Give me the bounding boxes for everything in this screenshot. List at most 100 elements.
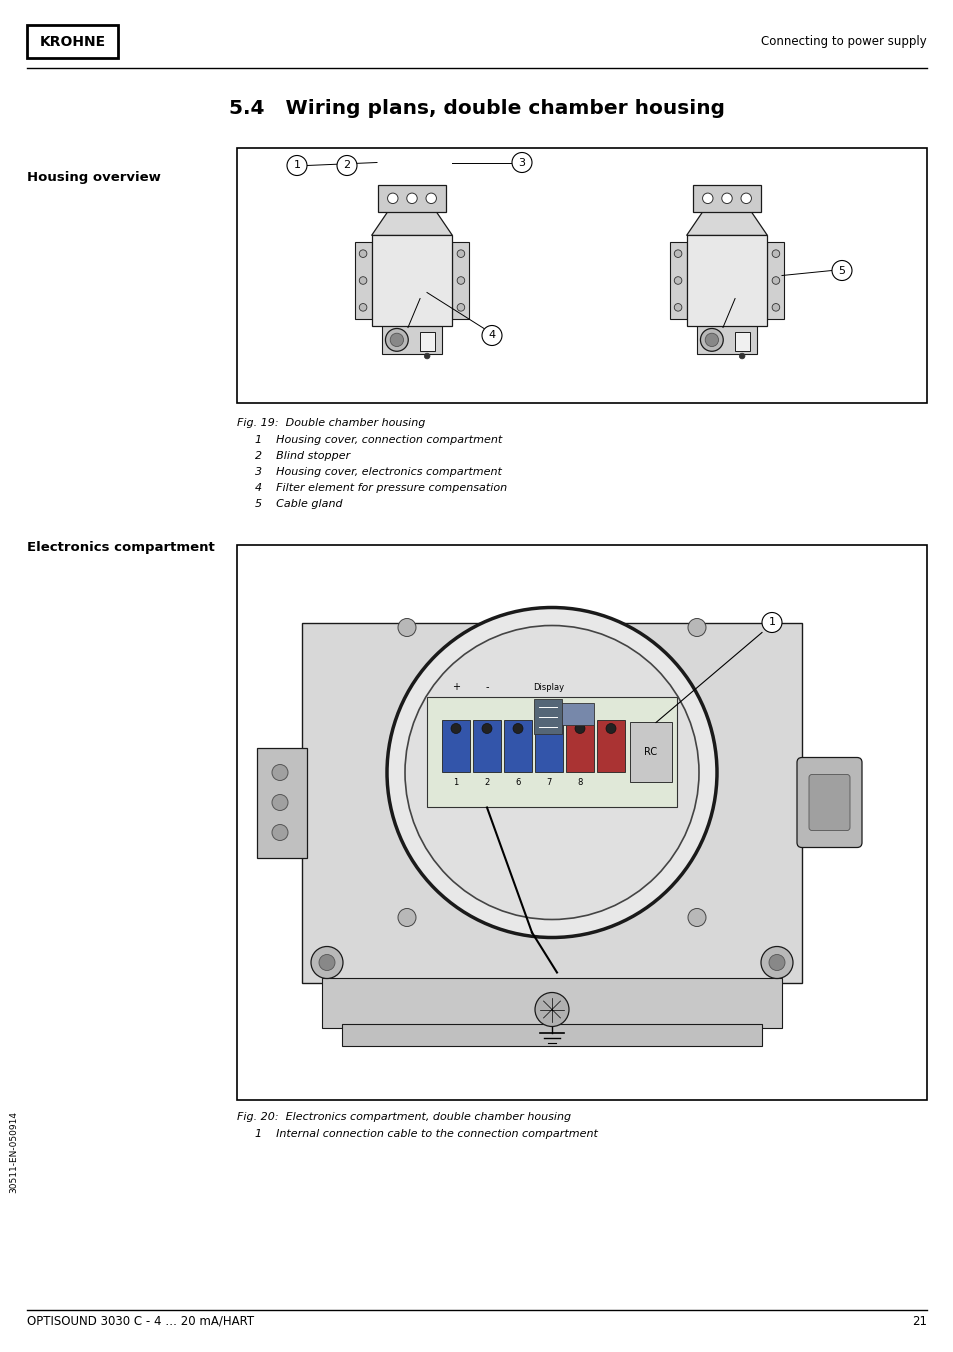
Circle shape: [318, 955, 335, 971]
Bar: [535, 703, 594, 726]
Circle shape: [831, 261, 851, 280]
Circle shape: [272, 825, 288, 841]
Circle shape: [481, 326, 501, 346]
Circle shape: [704, 333, 718, 346]
Circle shape: [687, 909, 705, 926]
Text: Fig. 20:  Electronics compartment, double chamber housing: Fig. 20: Electronics compartment, double…: [236, 1111, 571, 1122]
Circle shape: [721, 193, 732, 204]
Text: 5    Cable gland: 5 Cable gland: [254, 499, 342, 508]
Text: 2    Blind stopper: 2 Blind stopper: [254, 452, 350, 461]
Circle shape: [481, 723, 492, 734]
Circle shape: [700, 329, 722, 352]
Bar: [372, 235, 452, 326]
Text: Connecting to power supply: Connecting to power supply: [760, 35, 926, 49]
Circle shape: [687, 618, 705, 637]
Bar: [355, 242, 372, 319]
Circle shape: [387, 607, 717, 937]
Text: 2: 2: [343, 161, 350, 170]
Text: 3: 3: [518, 157, 525, 168]
Bar: [341, 1023, 761, 1045]
Circle shape: [359, 304, 367, 311]
Text: 30511-EN-050914: 30511-EN-050914: [10, 1111, 18, 1192]
Bar: [534, 699, 561, 734]
Circle shape: [456, 277, 464, 284]
Circle shape: [311, 946, 343, 979]
Bar: [427, 698, 677, 807]
Circle shape: [701, 193, 712, 204]
FancyBboxPatch shape: [808, 775, 849, 830]
Circle shape: [512, 153, 532, 173]
Circle shape: [359, 250, 367, 257]
Text: 1    Internal connection cable to the connection compartment: 1 Internal connection cable to the conne…: [254, 1129, 598, 1138]
Bar: [473, 721, 500, 772]
Circle shape: [605, 723, 616, 734]
Bar: [452, 242, 469, 319]
Text: KROHNE: KROHNE: [39, 35, 106, 49]
Circle shape: [768, 955, 784, 971]
Text: 1: 1: [294, 161, 300, 170]
Circle shape: [535, 992, 568, 1026]
Text: 2: 2: [484, 777, 489, 787]
Text: Housing overview: Housing overview: [27, 172, 161, 184]
Circle shape: [405, 626, 699, 919]
Circle shape: [336, 155, 356, 176]
Bar: [629, 722, 671, 783]
Text: 1    Housing cover, connection compartment: 1 Housing cover, connection compartment: [254, 435, 501, 445]
Circle shape: [451, 723, 460, 734]
Circle shape: [397, 618, 416, 637]
Text: +: +: [452, 683, 459, 692]
Circle shape: [674, 277, 681, 284]
Bar: [302, 622, 801, 983]
Bar: [692, 185, 760, 212]
Text: 3    Housing cover, electronics compartment: 3 Housing cover, electronics compartment: [254, 466, 501, 477]
Circle shape: [456, 304, 464, 311]
Bar: [441, 721, 470, 772]
Bar: [669, 242, 686, 319]
Circle shape: [424, 353, 430, 358]
Circle shape: [272, 795, 288, 810]
Polygon shape: [372, 212, 452, 235]
Circle shape: [385, 329, 408, 352]
Polygon shape: [686, 212, 766, 235]
Circle shape: [287, 155, 307, 176]
Circle shape: [771, 277, 779, 284]
Text: 8: 8: [577, 777, 582, 787]
Text: Fig. 19:  Double chamber housing: Fig. 19: Double chamber housing: [236, 418, 425, 429]
Bar: [597, 721, 624, 772]
Circle shape: [761, 612, 781, 633]
Text: 5: 5: [838, 265, 844, 276]
Text: Display: Display: [533, 684, 564, 692]
Bar: [377, 185, 446, 212]
Circle shape: [513, 723, 522, 734]
Text: 4: 4: [488, 330, 495, 341]
Text: 1: 1: [768, 618, 775, 627]
Bar: [419, 333, 435, 352]
Circle shape: [771, 250, 779, 257]
Circle shape: [390, 333, 403, 346]
Text: 1: 1: [453, 777, 458, 787]
FancyBboxPatch shape: [796, 757, 862, 848]
Bar: [535, 721, 562, 772]
Circle shape: [674, 304, 681, 311]
Text: 4    Filter element for pressure compensation: 4 Filter element for pressure compensati…: [254, 483, 507, 493]
Circle shape: [397, 909, 416, 926]
Circle shape: [771, 304, 779, 311]
Bar: [381, 320, 442, 354]
Circle shape: [740, 193, 751, 204]
Bar: [565, 721, 594, 772]
Bar: [686, 235, 766, 326]
Text: OPTISOUND 3030 C - 4 … 20 mA/HART: OPTISOUND 3030 C - 4 … 20 mA/HART: [27, 1315, 253, 1328]
Circle shape: [406, 193, 416, 204]
Text: -: -: [485, 683, 488, 692]
Bar: [696, 320, 757, 354]
Circle shape: [272, 764, 288, 780]
Text: 6: 6: [515, 777, 520, 787]
Bar: [766, 242, 783, 319]
Circle shape: [387, 193, 397, 204]
Bar: [27, 24, 118, 58]
Bar: [256, 748, 307, 857]
Bar: [322, 977, 781, 1028]
Bar: [236, 545, 926, 1101]
Circle shape: [760, 946, 792, 979]
Bar: [734, 333, 749, 352]
